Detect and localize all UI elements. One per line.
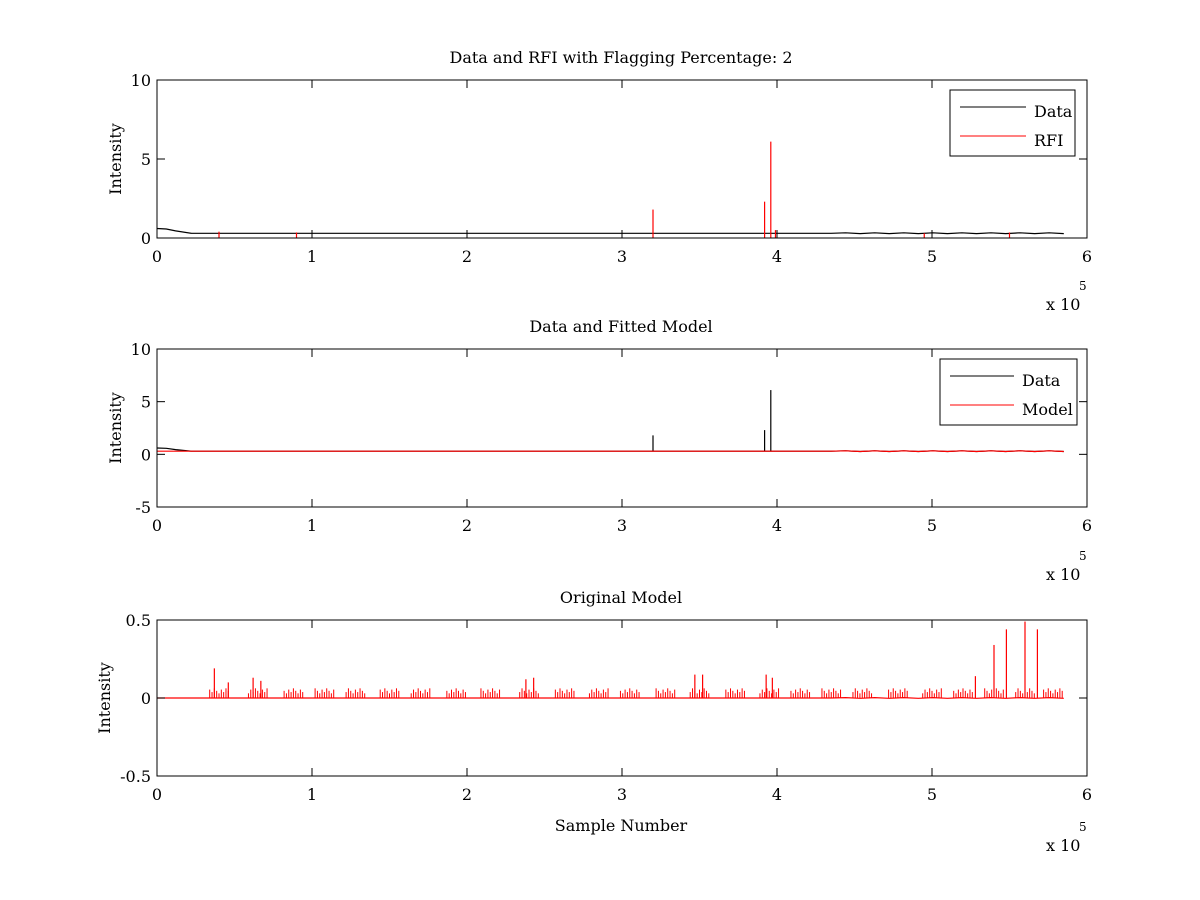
panel-3-series-model (157, 621, 1064, 699)
y-tick-label: 0 (141, 689, 151, 708)
panel-1-x-exponent: 5 (1079, 279, 1087, 293)
y-tick-label: 0.5 (126, 611, 151, 630)
panel-3-ylabel: Intensity (95, 662, 114, 734)
x-tick-label: 0 (152, 247, 162, 266)
panel-2-ylabel: Intensity (106, 392, 125, 464)
panel-2-legend-box (939, 358, 1078, 426)
panel-2-series-model-baseline (156, 450, 1064, 453)
x-tick-label: 5 (927, 785, 937, 804)
x-tick-label: 5 (927, 516, 937, 535)
panel-1-series-rfi (218, 141, 1011, 238)
panel-1-legend: Data RFI (949, 89, 1076, 157)
panel-1-series-data (156, 227, 1064, 235)
panel-2-legend-label-model: Model (1022, 400, 1073, 419)
x-tick-label: 2 (462, 785, 472, 804)
x-tick-label: 1 (307, 247, 317, 266)
panel-3-x-exponent: 5 (1079, 820, 1087, 834)
panel-1: Data and RFI with Flagging Percentage: 2… (106, 48, 1092, 314)
panel-2: Data and Fitted Model Intensity 0 1 2 3 4 5 6 -… (106, 317, 1092, 584)
x-tick-label: 4 (772, 247, 782, 266)
x-tick-label: 6 (1082, 247, 1092, 266)
panel-2-x-multiplier: x 10 (1046, 565, 1080, 584)
panel-2-x-exponent: 5 (1079, 549, 1087, 563)
panel-2-legend: Data Model (939, 358, 1078, 426)
panel-2-legend-label-data: Data (1022, 371, 1061, 390)
x-tick-label: 6 (1082, 785, 1092, 804)
panel-3-title: Original Model (560, 588, 682, 607)
x-tick-label: 2 (462, 516, 472, 535)
x-tick-label: 4 (772, 785, 782, 804)
panel-3: Original Model Intensity 0 1 2 3 4 5 6-0.500.5… (95, 588, 1092, 855)
panel-2-series-model (156, 450, 1064, 453)
y-tick-label: 10 (131, 340, 151, 359)
y-tick-label: -5 (135, 498, 151, 517)
panel-1-ylabel: Intensity (106, 123, 125, 195)
panel-1-x-multiplier: x 10 (1046, 295, 1080, 314)
panel-2-series (156, 390, 1064, 453)
panel-1-legend-box (949, 89, 1076, 157)
x-tick-label: 4 (772, 516, 782, 535)
x-tick-label: 3 (617, 785, 627, 804)
panel-3-series (157, 621, 1064, 699)
y-tick-label: 0 (141, 229, 151, 248)
x-tick-label: 1 (307, 516, 317, 535)
y-tick-label: -0.5 (120, 767, 151, 786)
x-tick-label: 3 (617, 247, 627, 266)
panel-3-xlabel: Sample Number (555, 816, 688, 835)
x-tick-label: 0 (152, 516, 162, 535)
x-tick-label: 0 (152, 785, 162, 804)
panel-1-legend-label-rfi: RFI (1034, 131, 1063, 150)
panel-3-ticks: 0 1 2 3 4 5 6-0.500.5 (120, 611, 1092, 804)
x-tick-label: 2 (462, 247, 472, 266)
y-tick-label: 0 (141, 445, 151, 464)
x-tick-label: 1 (307, 785, 317, 804)
panel-1-series-data-baseline (156, 227, 1064, 235)
y-tick-label: 10 (131, 71, 151, 90)
x-tick-label: 6 (1082, 516, 1092, 535)
panel-1-ticks: 0 1 2 3 4 5 6 0 5 10 (131, 71, 1092, 266)
y-tick-label: 5 (141, 393, 151, 412)
panel-1-legend-label-data: Data (1034, 102, 1073, 121)
y-tick-label: 5 (141, 150, 151, 169)
panel-3-x-multiplier: x 10 (1046, 836, 1080, 855)
x-tick-label: 3 (617, 516, 627, 535)
panel-1-title: Data and RFI with Flagging Percentage: 2 (449, 48, 792, 67)
panel-1-series (156, 141, 1064, 238)
x-tick-label: 5 (927, 247, 937, 266)
panel-2-title: Data and Fitted Model (529, 317, 712, 336)
